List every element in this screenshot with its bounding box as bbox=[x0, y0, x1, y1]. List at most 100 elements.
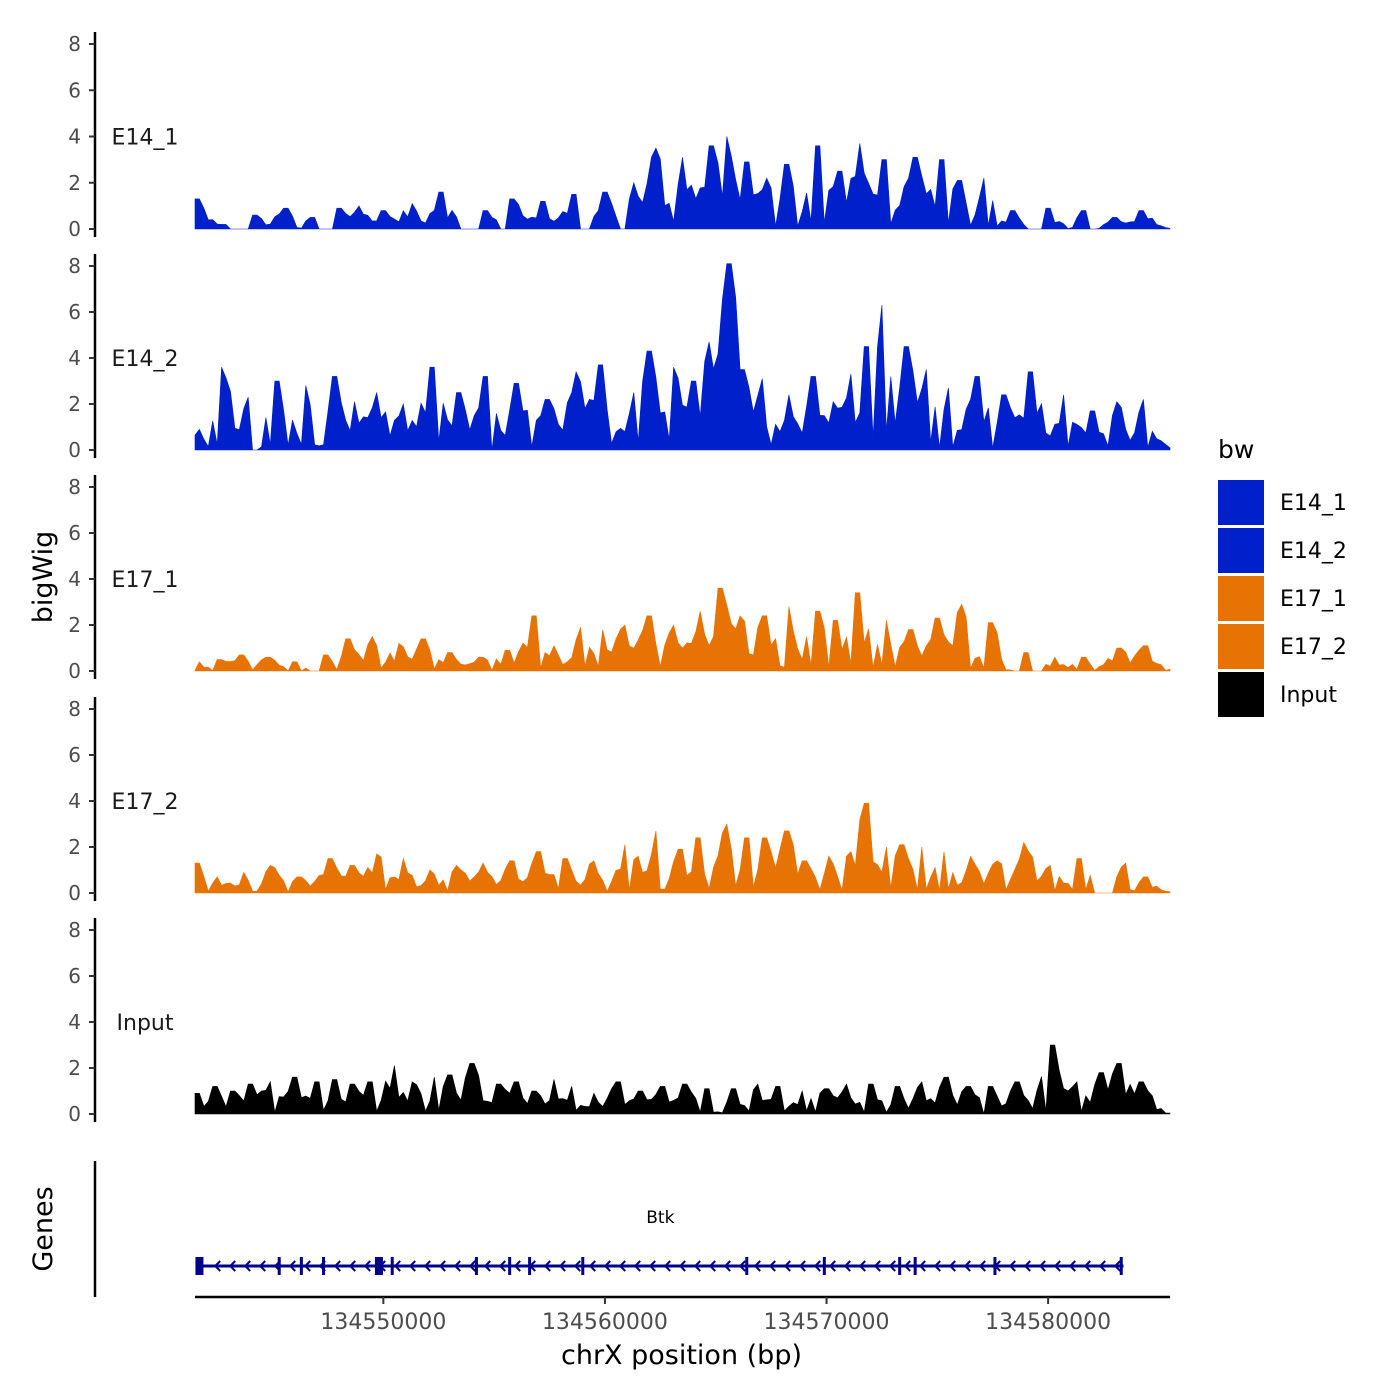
y-axis-title-genes: Genes bbox=[28, 1186, 59, 1271]
exon-mark bbox=[898, 1257, 902, 1275]
track-label: E17_1 bbox=[112, 568, 179, 593]
legend-swatch-e14-1 bbox=[1218, 480, 1264, 525]
exon-mark bbox=[474, 1257, 478, 1275]
strand-arrow bbox=[813, 1260, 821, 1272]
coverage-area-e17-1 bbox=[194, 587, 1171, 672]
track-e17-1: 0 2 4 6 8 E17_1 bbox=[68, 475, 1171, 683]
y-tick-label: 4 bbox=[68, 346, 81, 370]
strand-arrow bbox=[288, 1260, 296, 1272]
x-axis-title: chrX position (bp) bbox=[561, 1340, 802, 1371]
exon-mark bbox=[822, 1257, 826, 1275]
strand-arrow bbox=[573, 1260, 581, 1272]
gene-label: Btk bbox=[646, 1208, 674, 1228]
y-tick-label: 6 bbox=[68, 78, 81, 102]
strand-arrow bbox=[588, 1260, 596, 1272]
coverage-area-input bbox=[194, 1044, 1171, 1115]
y-tick-label: 2 bbox=[68, 171, 81, 195]
strand-arrow bbox=[738, 1260, 746, 1272]
y-tick-label: 2 bbox=[68, 835, 81, 859]
x-tick-label: 134550000 bbox=[320, 1310, 446, 1335]
y-tick-label: 6 bbox=[68, 300, 81, 324]
coverage-area-e14-2 bbox=[194, 263, 1171, 451]
strand-arrow bbox=[663, 1260, 671, 1272]
strand-arrow bbox=[828, 1260, 836, 1272]
strand-arrow bbox=[633, 1260, 641, 1272]
strand-arrow bbox=[483, 1260, 491, 1272]
exon-mark bbox=[299, 1257, 303, 1275]
track-e14-2: 0 2 4 6 8 E14_2 bbox=[68, 254, 1171, 462]
legend: bw E14_1 E14_2 E17_1 E17_2 Input bbox=[1218, 435, 1347, 717]
strand-arrow bbox=[333, 1260, 341, 1272]
strand-arrow bbox=[618, 1260, 626, 1272]
y-tick-label: 8 bbox=[68, 918, 81, 942]
track-label: E17_2 bbox=[112, 790, 179, 815]
exon-mark bbox=[581, 1257, 585, 1275]
strand-arrow bbox=[228, 1260, 236, 1272]
strand-arrow bbox=[558, 1260, 566, 1272]
strand-arrow bbox=[708, 1260, 716, 1272]
legend-label: Input bbox=[1280, 683, 1337, 708]
legend-swatch-e14-2 bbox=[1218, 528, 1264, 573]
exon-mark bbox=[390, 1257, 394, 1275]
strand-arrow bbox=[423, 1260, 431, 1272]
strand-arrow bbox=[498, 1260, 506, 1272]
strand-arrow bbox=[783, 1260, 791, 1272]
y-tick-label: 6 bbox=[68, 964, 81, 988]
strand-arrow bbox=[453, 1260, 461, 1272]
exon-mark bbox=[277, 1257, 281, 1275]
legend-label: E17_2 bbox=[1280, 635, 1347, 660]
strand-arrow bbox=[888, 1260, 896, 1272]
strand-arrow bbox=[1098, 1260, 1106, 1272]
strand-arrow bbox=[603, 1260, 611, 1272]
legend-label: E14_1 bbox=[1280, 491, 1347, 516]
y-tick-label: 8 bbox=[68, 475, 81, 499]
strand-arrow bbox=[363, 1260, 371, 1272]
x-tick-label: 134560000 bbox=[542, 1310, 668, 1335]
strand-arrow bbox=[213, 1260, 221, 1272]
strand-arrow bbox=[1053, 1260, 1061, 1272]
strand-arrow bbox=[303, 1260, 311, 1272]
strand-arrow bbox=[258, 1260, 266, 1272]
strand-arrow bbox=[393, 1260, 401, 1272]
legend-title: bw bbox=[1218, 435, 1254, 464]
y-tick-label: 0 bbox=[68, 659, 81, 683]
y-tick-label: 8 bbox=[68, 254, 81, 278]
legend-swatch-e17-1 bbox=[1218, 576, 1264, 621]
legend-label: E17_1 bbox=[1280, 587, 1347, 612]
legend-swatch-e17-2 bbox=[1218, 624, 1264, 669]
y-tick-label: 6 bbox=[68, 521, 81, 545]
strand-arrow bbox=[1038, 1260, 1046, 1272]
strand-arrow bbox=[543, 1260, 551, 1272]
strand-arrow bbox=[1068, 1260, 1076, 1272]
strand-arrow bbox=[858, 1260, 866, 1272]
y-tick-label: 2 bbox=[68, 613, 81, 637]
strand-arrow bbox=[948, 1260, 956, 1272]
strand-arrow bbox=[933, 1260, 941, 1272]
strand-arrow bbox=[768, 1260, 776, 1272]
track-e17-2: 0 2 4 6 8 E17_2 bbox=[68, 697, 1171, 905]
exon-mark bbox=[745, 1257, 749, 1275]
x-tick-label: 134570000 bbox=[764, 1310, 890, 1335]
y-tick-label: 0 bbox=[68, 217, 81, 241]
strand-arrow bbox=[243, 1260, 251, 1272]
y-tick-label: 4 bbox=[68, 567, 81, 591]
exon-mark bbox=[508, 1257, 512, 1275]
strand-arrow bbox=[843, 1260, 851, 1272]
exon-mark bbox=[322, 1257, 326, 1275]
strand-arrow bbox=[903, 1260, 911, 1272]
strand-arrow bbox=[978, 1260, 986, 1272]
exon-mark bbox=[374, 1257, 383, 1275]
y-tick-label: 8 bbox=[68, 697, 81, 721]
track-e14-1: 0 2 4 6 8 E14_1 bbox=[68, 32, 1171, 241]
legend-swatch-input bbox=[1218, 672, 1264, 717]
exon-mark bbox=[1119, 1257, 1123, 1275]
genes-track: Genes Btk bbox=[28, 1161, 1124, 1297]
exon-mark bbox=[913, 1257, 917, 1275]
y-tick-label: 8 bbox=[68, 32, 81, 56]
strand-arrow bbox=[1008, 1260, 1016, 1272]
strand-arrow bbox=[348, 1260, 356, 1272]
exon-mark bbox=[195, 1257, 204, 1275]
strand-arrow bbox=[693, 1260, 701, 1272]
y-tick-label: 0 bbox=[68, 881, 81, 905]
